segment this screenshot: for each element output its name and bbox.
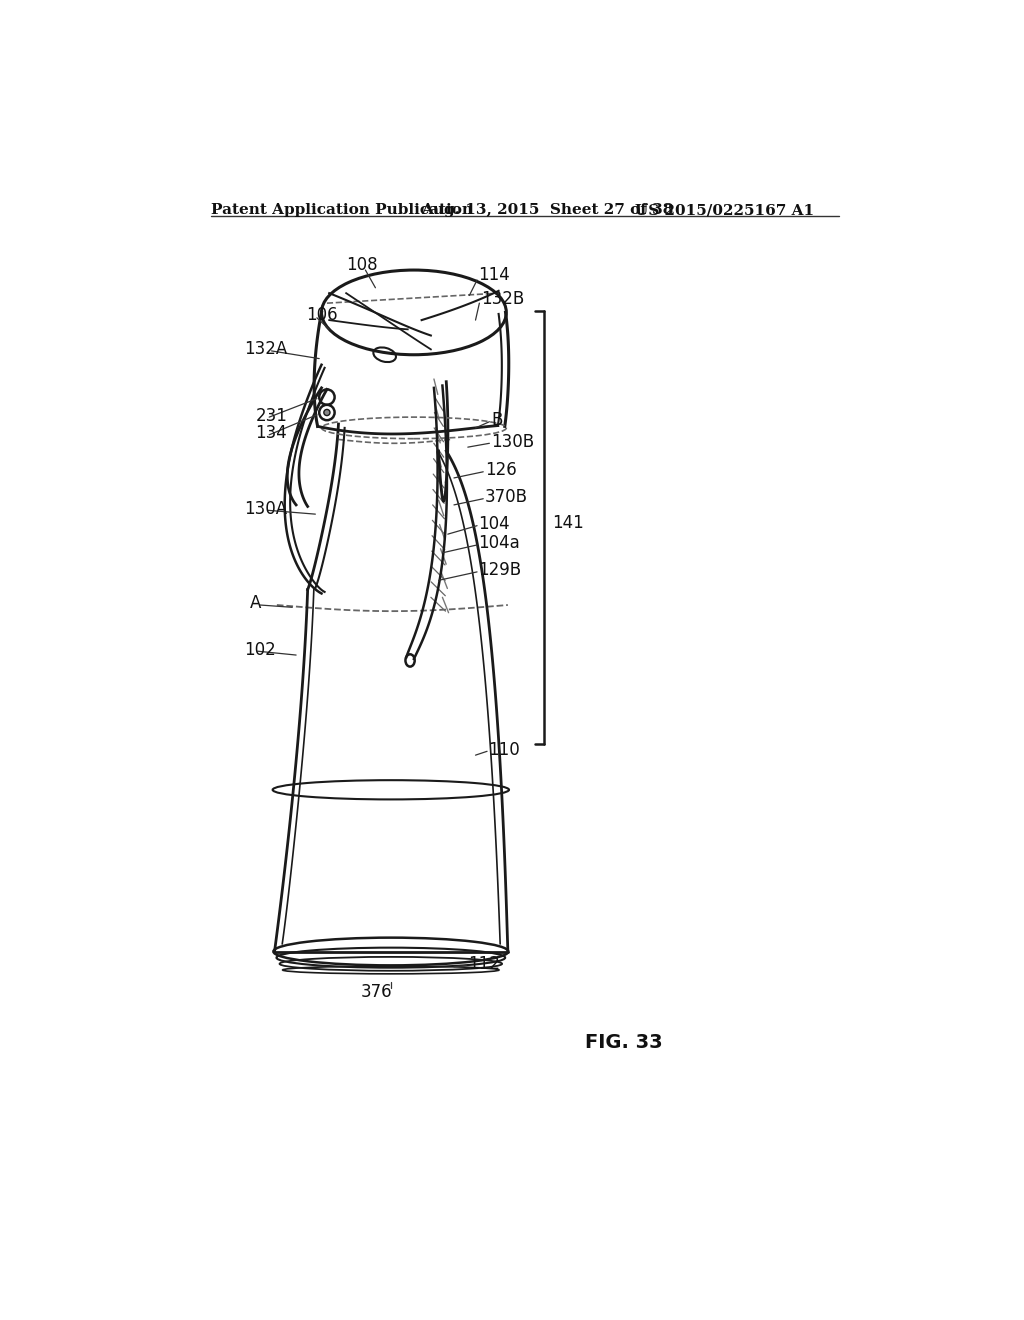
- Text: 110: 110: [488, 741, 520, 759]
- Text: 102: 102: [245, 640, 276, 659]
- Text: 130B: 130B: [490, 433, 535, 450]
- Text: 114: 114: [478, 267, 510, 284]
- Text: 132A: 132A: [245, 341, 288, 358]
- Text: 376: 376: [361, 983, 393, 1002]
- Text: Patent Application Publication: Patent Application Publication: [211, 203, 473, 216]
- Text: 126: 126: [484, 461, 516, 479]
- Text: A: A: [250, 594, 261, 612]
- Circle shape: [324, 409, 330, 416]
- Text: 104: 104: [478, 515, 510, 533]
- Text: 129B: 129B: [478, 561, 521, 579]
- Text: 106: 106: [306, 306, 338, 323]
- Text: US 2015/0225167 A1: US 2015/0225167 A1: [635, 203, 814, 216]
- Text: 370B: 370B: [484, 488, 527, 506]
- Text: Aug. 13, 2015  Sheet 27 of 38: Aug. 13, 2015 Sheet 27 of 38: [422, 203, 674, 216]
- Text: 231: 231: [255, 407, 287, 425]
- Text: 104a: 104a: [478, 535, 520, 552]
- Text: 134: 134: [255, 424, 287, 442]
- Text: B: B: [490, 412, 503, 429]
- Text: 112: 112: [468, 954, 500, 973]
- Text: 108: 108: [346, 256, 378, 273]
- Text: 132B: 132B: [481, 289, 524, 308]
- Text: 130A: 130A: [245, 500, 288, 517]
- Text: FIG. 33: FIG. 33: [585, 1032, 663, 1052]
- Text: 141: 141: [552, 513, 584, 532]
